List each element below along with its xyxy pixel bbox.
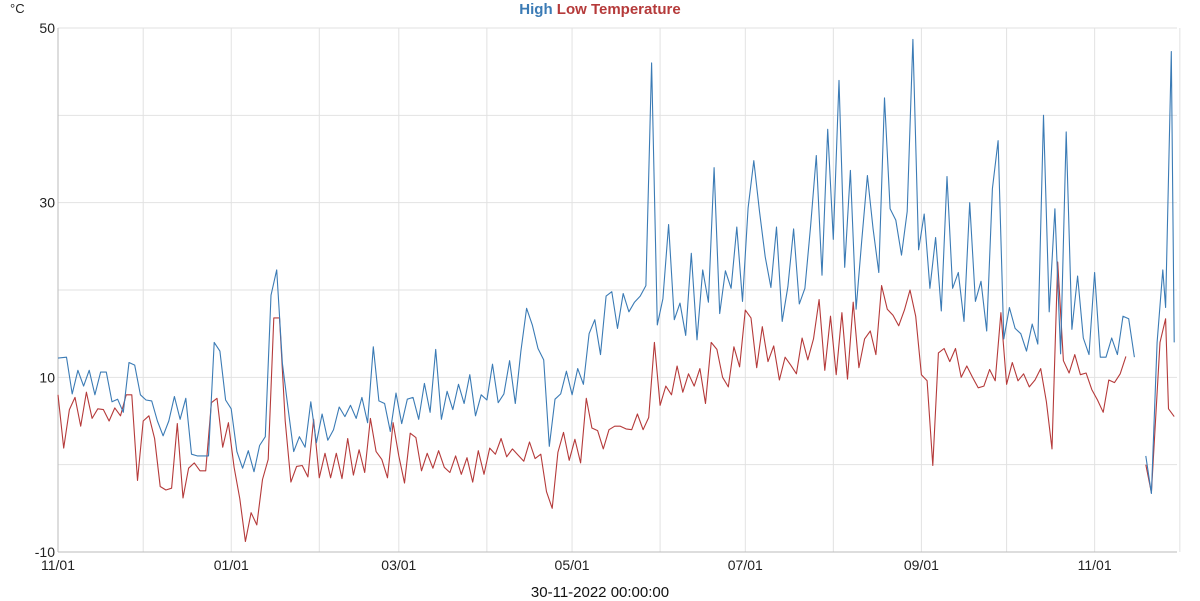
x-tick-label: 03/01 <box>381 557 416 573</box>
y-axis-ticks: -10 10 30 50 <box>35 20 55 560</box>
y-tick-label: -10 <box>35 544 55 560</box>
series-layer <box>57 38 1175 543</box>
legend-high[interactable]: High <box>519 1 553 18</box>
y-tick-label: 50 <box>39 20 55 36</box>
x-tick-label: 01/01 <box>214 557 249 573</box>
series-line-high <box>57 38 1175 495</box>
x-tick-label: 09/01 <box>904 557 939 573</box>
x-axis-ticks: 11/01 01/01 03/01 05/01 07/01 09/01 11/01 <box>41 557 1112 573</box>
x-tick-label: 11/01 <box>41 557 75 573</box>
y-tick-label: 30 <box>39 195 55 211</box>
y-tick-label: 10 <box>39 369 55 385</box>
chart-title: High Low Temperature <box>0 1 1200 18</box>
x-tick-label: 05/01 <box>555 557 590 573</box>
legend-low[interactable]: Low Temperature <box>556 1 681 18</box>
grid-lines <box>57 27 1181 553</box>
y-axis-unit: °C <box>10 1 25 16</box>
x-tick-label: 11/01 <box>1078 557 1112 573</box>
x-tick-label: 07/01 <box>728 557 763 573</box>
timestamp-footer: 30-11-2022 00:00:00 <box>530 584 670 601</box>
